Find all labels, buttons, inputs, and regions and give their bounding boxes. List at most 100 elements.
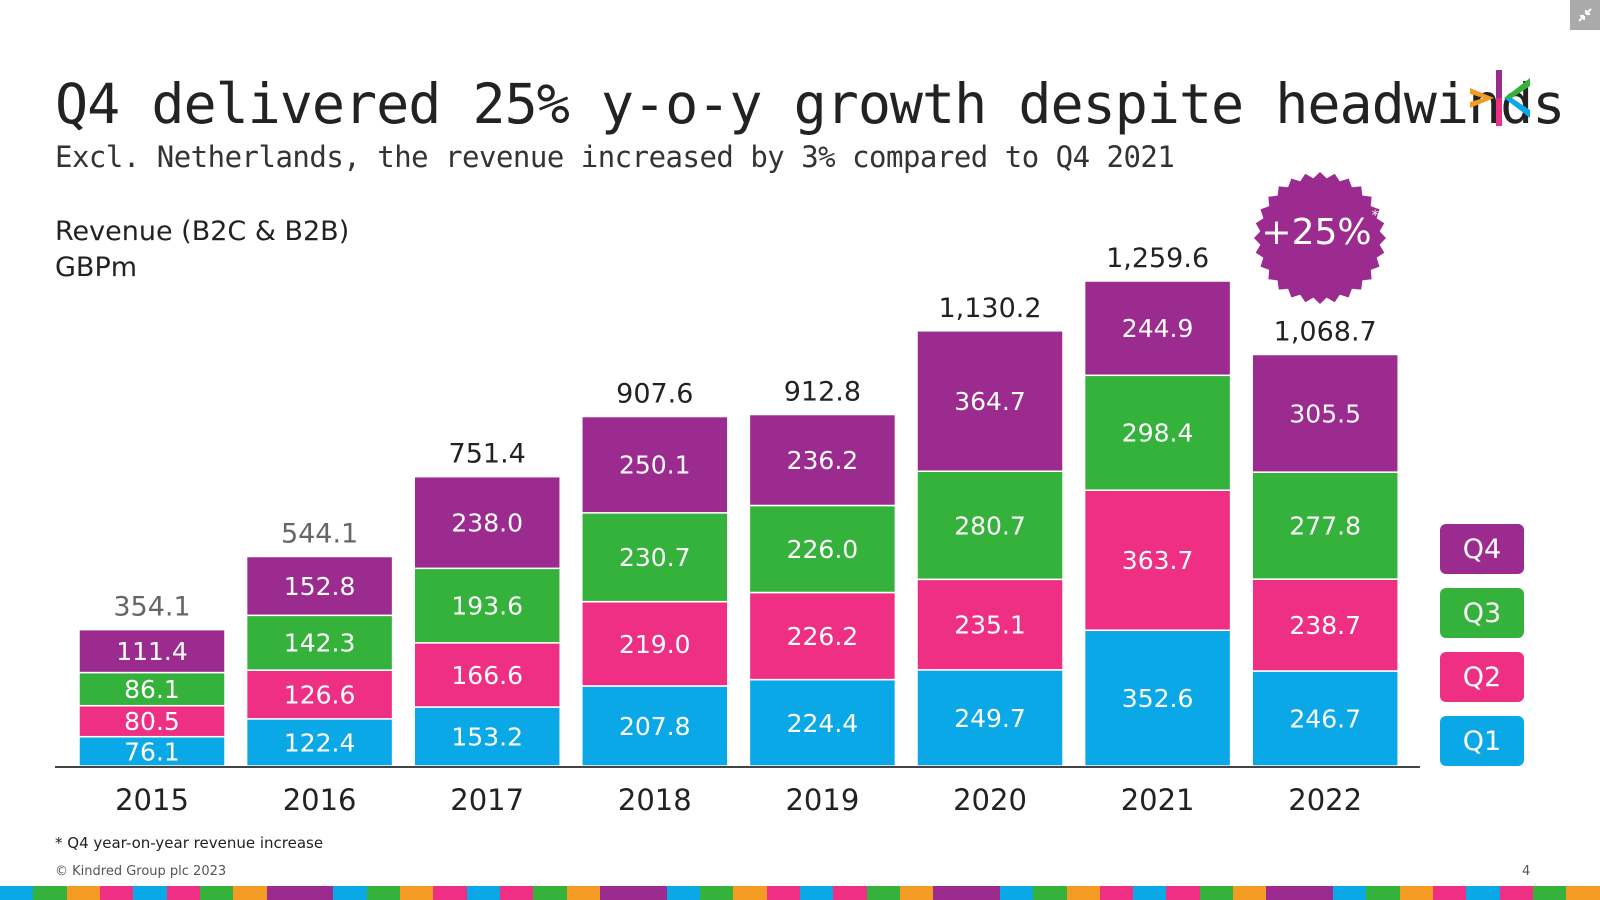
stripe-segment [366,886,400,900]
segment-label-2016-q4: 152.8 [284,572,356,601]
stripe-segment [699,886,734,900]
bar-2016-q1 [245,718,394,767]
bar-2022-q2 [1251,578,1399,672]
bar-2020-q4 [916,330,1064,472]
x-tick-2016: 2016 [283,783,357,817]
stripe-segment [1199,886,1234,900]
bar-2016-q3 [245,614,394,671]
segment-label-2015-q2: 80.5 [124,707,180,736]
segment-label-2019-q4: 236.2 [787,446,859,475]
segment-label-2022-q2: 238.7 [1289,611,1361,640]
page-title: Q4 delivered 25% y-o-y growth despite he… [55,72,1565,136]
stripe-segment [566,886,600,900]
total-label-2019: 912.8 [784,377,861,408]
segment-label-2022-q1: 246.7 [1289,705,1361,734]
bar-2017-q1 [413,706,561,767]
bar-2018-q1 [581,685,729,767]
segment-label-2022-q4: 305.5 [1289,399,1361,428]
segment-label-2017-q3: 193.6 [451,592,523,621]
stripe-segment [933,886,967,900]
decorative-stripe [0,886,1600,900]
total-label-2017: 751.4 [449,439,526,470]
stripe-segment [333,886,367,900]
stripe-segment [1566,886,1600,900]
stripe-segment [866,886,900,900]
ylabel-line1: Revenue (B2C & B2B) [55,216,350,247]
stripe-segment [1233,886,1267,900]
stripe-segment [1399,886,1434,900]
stripe-segment [966,886,1000,900]
stripe-segment [33,886,67,900]
stripe-segment [199,886,234,900]
stripe-segment [999,886,1034,900]
stripe-segment [1533,886,1567,900]
segment-label-2016-q1: 122.4 [284,728,356,757]
legend-label-q1: Q1 [1462,725,1502,757]
segment-label-2019-q3: 226.0 [787,535,859,564]
stripe-segment [1333,886,1367,900]
bar-2020-q2 [916,578,1064,671]
stripe-segment [299,886,334,900]
bar-2019-q3 [748,504,897,594]
x-tick-2017: 2017 [450,783,524,817]
segment-label-2015-q3: 86.1 [124,675,180,704]
bar-2015-q2 [78,704,226,738]
stripe-segment [99,886,134,900]
total-label-2022: 1,068.7 [1274,317,1377,348]
x-tick-2021: 2021 [1121,783,1195,817]
stripe-segment [1366,886,1400,900]
bar-2022-q4 [1251,353,1399,473]
copyright: © Kindred Group plc 2023 [55,864,227,879]
bar-2016-q4 [245,555,394,617]
segment-label-2020-q2: 235.1 [954,611,1026,640]
segment-label-2018-q1: 207.8 [619,712,691,741]
segment-label-2018-q2: 219.0 [619,630,691,659]
stripe-segment [399,886,434,900]
footnote: * Q4 year-on-year revenue increase [55,834,324,852]
total-label-2021: 1,259.6 [1106,243,1209,274]
badge-shape [1254,172,1386,304]
bar-2021-q4 [1083,280,1232,377]
stripe-segment [1466,886,1500,900]
x-tick-2018: 2018 [618,783,692,817]
growth-badge [1254,172,1386,304]
legend-label-q3: Q3 [1462,597,1502,629]
bar-2017-q2 [413,642,561,708]
stripe-segment [266,886,300,900]
total-label-2015: 354.1 [113,592,190,623]
page-subtitle: Excl. Netherlands, the revenue increased… [55,140,1175,174]
stripe-segment [899,886,934,900]
legend-q3: Q3 [1440,588,1524,638]
segment-label-2020-q1: 249.7 [954,704,1026,733]
growth-badge-label: +25%* [1252,208,1388,253]
bar-2019-q2 [748,591,897,681]
stripe-segment [666,886,700,900]
x-tick-2020: 2020 [953,783,1027,817]
x-tick-2022: 2022 [1288,783,1362,817]
stripe-segment [166,886,200,900]
legend-label-q2: Q2 [1462,661,1502,693]
stripe-segment [1066,886,1100,900]
segment-label-2016-q2: 126.6 [284,680,356,709]
x-tick-2015: 2015 [115,783,189,817]
segment-label-2015-q4: 111.4 [116,637,188,666]
collapse-icon[interactable] [1570,0,1600,30]
legend-q2: Q2 [1440,652,1524,702]
stripe-segment [1299,886,1334,900]
bar-2015-q3 [78,671,226,707]
stripe-segment [599,886,634,900]
stripe-segment [766,886,800,900]
bar-2017-q3 [413,567,561,644]
legend-q1: Q1 [1440,716,1524,766]
segment-label-2019-q1: 224.4 [787,709,859,738]
stripe-segment [1033,886,1067,900]
ylabel-line2: GBPm [55,252,138,283]
segment-label-2019-q2: 226.2 [787,622,859,651]
bar-2021-q3 [1083,374,1232,491]
total-label-2020: 1,130.2 [938,293,1041,324]
stripe-segment [633,886,667,900]
segment-label-2021-q1: 352.6 [1122,684,1194,713]
bar-2018-q2 [581,600,729,687]
x-tick-2019: 2019 [785,783,859,817]
